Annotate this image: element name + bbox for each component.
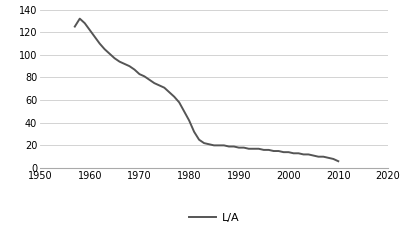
Legend: L/A: L/A (184, 208, 244, 228)
L/A (336, 160, 341, 163)
L/A (236, 146, 241, 149)
Line: L/A: L/A (75, 19, 338, 161)
L/A (77, 17, 82, 20)
L/A (222, 144, 226, 147)
L/A (122, 62, 127, 65)
L/A (72, 25, 77, 28)
L/A (232, 145, 236, 148)
L/A (256, 147, 261, 150)
L/A (177, 101, 182, 104)
